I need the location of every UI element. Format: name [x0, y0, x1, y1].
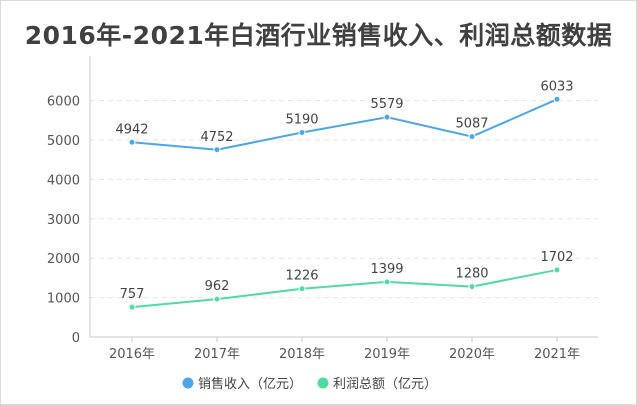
y-tick-label: 6000: [47, 95, 80, 110]
data-label: 4752: [200, 130, 233, 145]
data-label: 1226: [285, 269, 318, 284]
data-point[interactable]: [553, 95, 561, 103]
x-tick-label: 2016年: [109, 347, 155, 362]
chart-title: 2016年-2021年白酒行业销售收入、利润总额数据: [24, 21, 613, 50]
data-point[interactable]: [128, 138, 136, 146]
legend-label[interactable]: 销售收入（亿元）: [198, 376, 302, 392]
data-point[interactable]: [468, 283, 476, 291]
legend-marker[interactable]: [317, 377, 329, 389]
x-tick-label: 2018年: [279, 347, 325, 362]
series-line-0: [131, 98, 558, 151]
x-tick-label: 2021年: [534, 347, 580, 362]
x-tick-label: 2019年: [364, 347, 410, 362]
data-label: 6033: [540, 79, 573, 94]
data-label: 1399: [370, 262, 403, 277]
y-tick-label: 0: [72, 331, 80, 346]
y-tick-label: 3000: [47, 213, 80, 228]
data-label: 5190: [285, 113, 318, 128]
data-point[interactable]: [298, 129, 306, 137]
label-layer: 4942 4752 5190 5579 5087 6033 757 962 1226 1399 12…: [115, 79, 573, 302]
data-label: 5579: [370, 97, 403, 112]
data-point[interactable]: [213, 295, 221, 303]
data-label: 1280: [455, 267, 488, 282]
legend[interactable]: 销售收入（亿元） 利润总额（亿元）: [182, 376, 438, 392]
series-line-1: [131, 268, 558, 309]
data-point[interactable]: [128, 303, 136, 311]
x-tick-label: 2020年: [449, 347, 495, 362]
data-label: 5087: [455, 117, 488, 132]
data-label: 962: [205, 279, 230, 294]
data-label: 1702: [540, 250, 573, 265]
series-layer: [128, 95, 561, 311]
y-tick-label: 1000: [47, 292, 80, 307]
x-tick-label: 2017年: [194, 347, 240, 362]
legend-marker[interactable]: [182, 377, 194, 389]
data-point[interactable]: [383, 113, 391, 121]
data-point[interactable]: [383, 278, 391, 286]
data-point[interactable]: [298, 285, 306, 293]
y-tick-label: 5000: [47, 134, 80, 149]
y-tick-label: 4000: [47, 173, 80, 188]
y-tick-label: 2000: [47, 252, 80, 267]
data-point[interactable]: [553, 266, 561, 274]
axis-layer: 0 1000 2000 3000 4000 5000 6000 2016年 2017年 2018年…: [47, 56, 598, 362]
data-label: 757: [120, 287, 145, 302]
data-label: 4942: [115, 122, 148, 137]
legend-label[interactable]: 利润总额（亿元）: [333, 377, 437, 392]
grid-layer: [90, 100, 598, 299]
data-point[interactable]: [468, 133, 476, 141]
data-point[interactable]: [213, 146, 221, 154]
